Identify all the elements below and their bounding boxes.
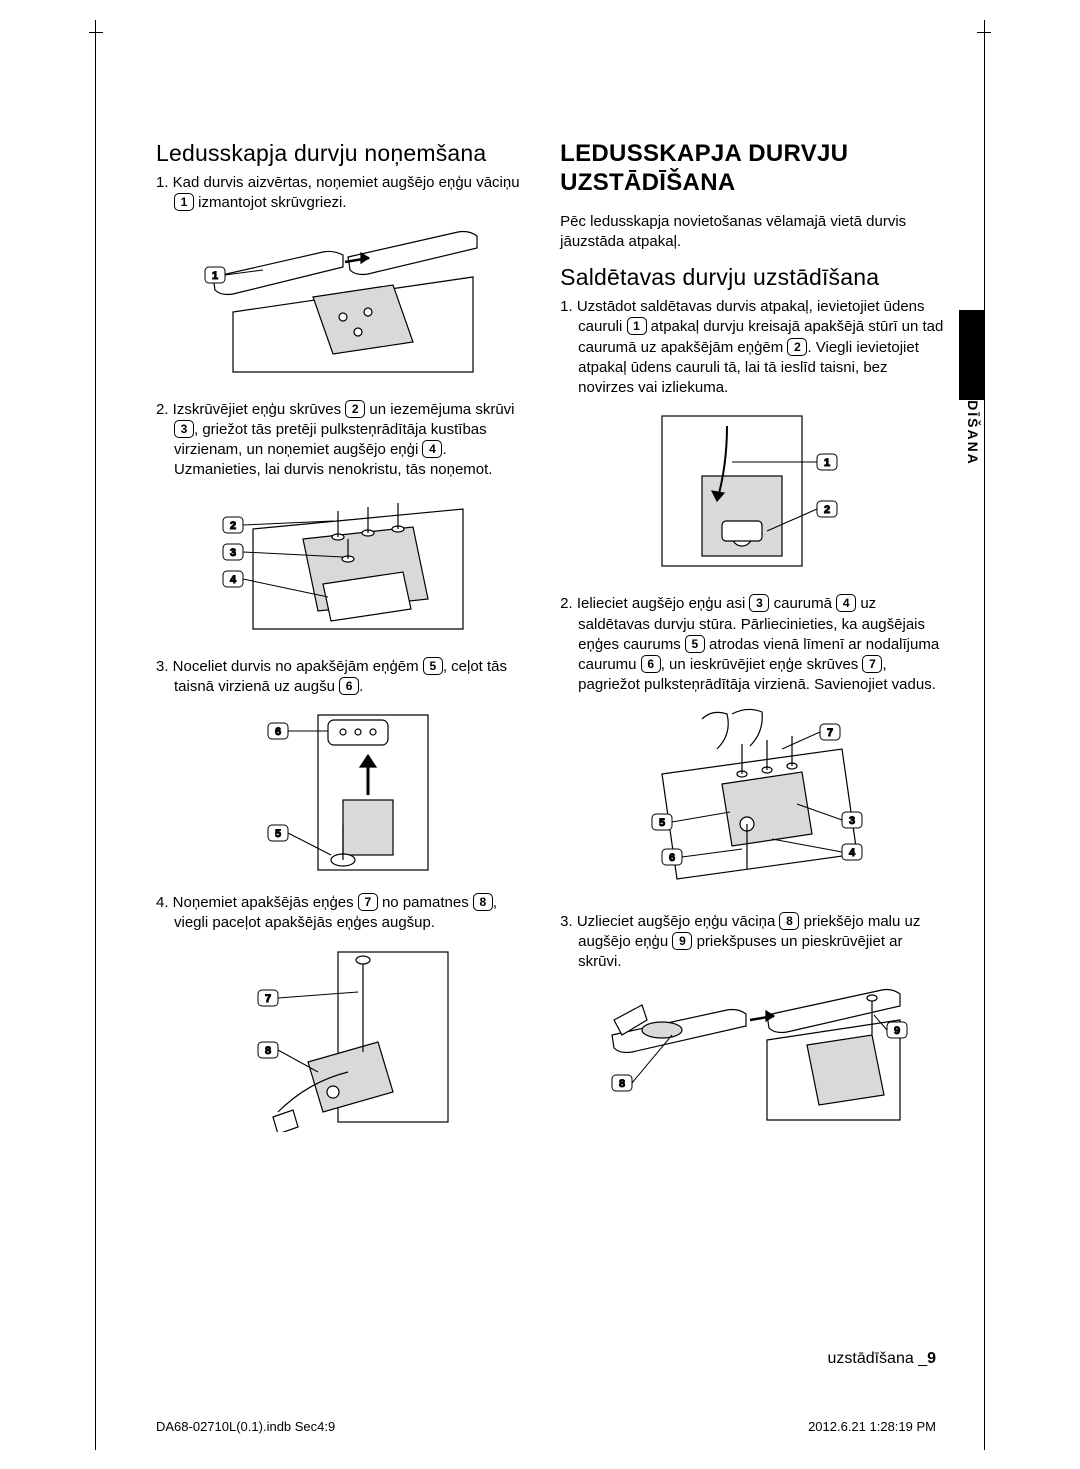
text: 2. Izskrūvējiet eņģu skrūves (156, 401, 345, 418)
callout-bubble: 5 (685, 635, 705, 653)
figure-bottom-hinge: 7 8 (156, 942, 520, 1132)
callout-bubble: 7 (358, 893, 378, 911)
right-column: LEDUSSKAPJA DURVJU UZSTĀDĪŠANA Pēc ledus… (560, 140, 944, 1150)
section-tab: 01 UZSTĀDĪŠANA (959, 310, 985, 570)
callout-bubble: 6 (641, 655, 661, 673)
svg-text:4: 4 (849, 847, 856, 859)
callout-bubble: 2 (345, 400, 365, 418)
callout-bubble: 7 (862, 655, 882, 673)
svg-text:3: 3 (230, 547, 236, 559)
svg-text:2: 2 (824, 504, 830, 516)
callout-bubble: 1 (627, 317, 647, 335)
tab-label: 01 UZSTĀDĪŠANA (965, 318, 981, 466)
text: 3. Uzlieciet augšējo eņģu vāciņa (560, 913, 779, 930)
callout-bubble: 2 (787, 338, 807, 356)
figure-water-tube: 1 2 (560, 406, 944, 576)
step-text: 2. Ielieciet augšējo eņģu asi 3 caurumā … (560, 594, 944, 695)
text: . (359, 678, 363, 695)
svg-text:6: 6 (669, 852, 675, 864)
text: un iezemējuma skrūvi (365, 401, 514, 418)
left-column: Ledusskapja durvju noņemšana 1. Kad durv… (156, 140, 520, 1150)
callout-bubble: 4 (836, 594, 856, 612)
callout-bubble: 6 (339, 677, 359, 695)
intro-text: Pēc ledusskapja novietošanas vēlamajā vi… (560, 212, 944, 253)
figure-hinge-cover: 1 (156, 222, 520, 382)
callout-bubble: 1 (174, 193, 194, 211)
crop-mark (89, 32, 103, 33)
step-text: 3. Noceliet durvis no apakšējām eņģēm 5,… (156, 657, 520, 698)
callout-bubble: 3 (749, 594, 769, 612)
step-text: 4. Noņemiet apakšējās eņģes 7 no pamatne… (156, 893, 520, 934)
svg-text:1: 1 (212, 270, 218, 282)
svg-text:7: 7 (827, 727, 833, 739)
svg-text:2: 2 (230, 520, 236, 532)
callout-bubble: 3 (174, 420, 194, 438)
svg-text:9: 9 (894, 1025, 900, 1037)
svg-text:6: 6 (275, 726, 281, 738)
page-number: 9 (927, 1350, 936, 1367)
main-heading: LEDUSSKAPJA DURVJU UZSTĀDĪŠANA (560, 140, 944, 198)
text: izmantojot skrūvgriezi. (194, 194, 347, 211)
section-heading: Ledusskapja durvju noņemšana (156, 140, 520, 167)
section-heading: Saldētavas durvju uzstādīšana (560, 264, 944, 291)
page-footer: uzstādīšana _9 (827, 1350, 936, 1368)
svg-text:8: 8 (619, 1078, 625, 1090)
text: no pamatnes (378, 894, 473, 911)
figure-cover-reattach: 8 9 (560, 980, 944, 1130)
step-text: 3. Uzlieciet augšējo eņģu vāciņa 8 priek… (560, 912, 944, 973)
step-text: 2. Izskrūvējiet eņģu skrūves 2 un iezemē… (156, 400, 520, 481)
svg-text:4: 4 (230, 574, 237, 586)
imprint-left: DA68-02710L(0.1).indb Sec4:9 (156, 1419, 335, 1434)
callout-bubble: 9 (672, 932, 692, 950)
step-text: 1. Kad durvis aizvērtas, noņemiet augšēj… (156, 173, 520, 214)
step-text: 1. Uzstādot saldētavas durvis atpakaļ, i… (560, 297, 944, 398)
text: 2. Ielieciet augšējo eņģu asi (560, 595, 749, 612)
text: caurumā (769, 595, 836, 612)
text: 3. Noceliet durvis no apakšējām eņģēm (156, 658, 423, 675)
figure-top-hinge: 2 3 4 (156, 489, 520, 639)
svg-text:5: 5 (275, 828, 281, 840)
text: , un ieskrūvējiet eņģe skrūves (661, 656, 863, 673)
figure-hinge-install: 7 5 6 3 4 (560, 704, 944, 894)
text: 4. Noņemiet apakšējās eņģes (156, 894, 358, 911)
callout-bubble: 4 (422, 440, 442, 458)
svg-text:5: 5 (659, 817, 665, 829)
crop-mark (977, 32, 991, 33)
svg-text:3: 3 (849, 815, 855, 827)
content-area: Ledusskapja durvju noņemšana 1. Kad durv… (96, 20, 984, 1150)
callout-bubble: 8 (473, 893, 493, 911)
callout-bubble: 8 (779, 912, 799, 930)
text: 1. Kad durvis aizvērtas, noņemiet augšēj… (156, 174, 520, 191)
figure-door-lift: 6 5 (156, 705, 520, 875)
imprint-right: 2012.6.21 1:28:19 PM (808, 1419, 936, 1434)
svg-text:7: 7 (265, 993, 271, 1005)
footer-label: uzstādīšana _ (827, 1350, 927, 1367)
callout-bubble: 5 (423, 657, 443, 675)
svg-text:8: 8 (265, 1045, 271, 1057)
svg-text:1: 1 (824, 457, 830, 469)
